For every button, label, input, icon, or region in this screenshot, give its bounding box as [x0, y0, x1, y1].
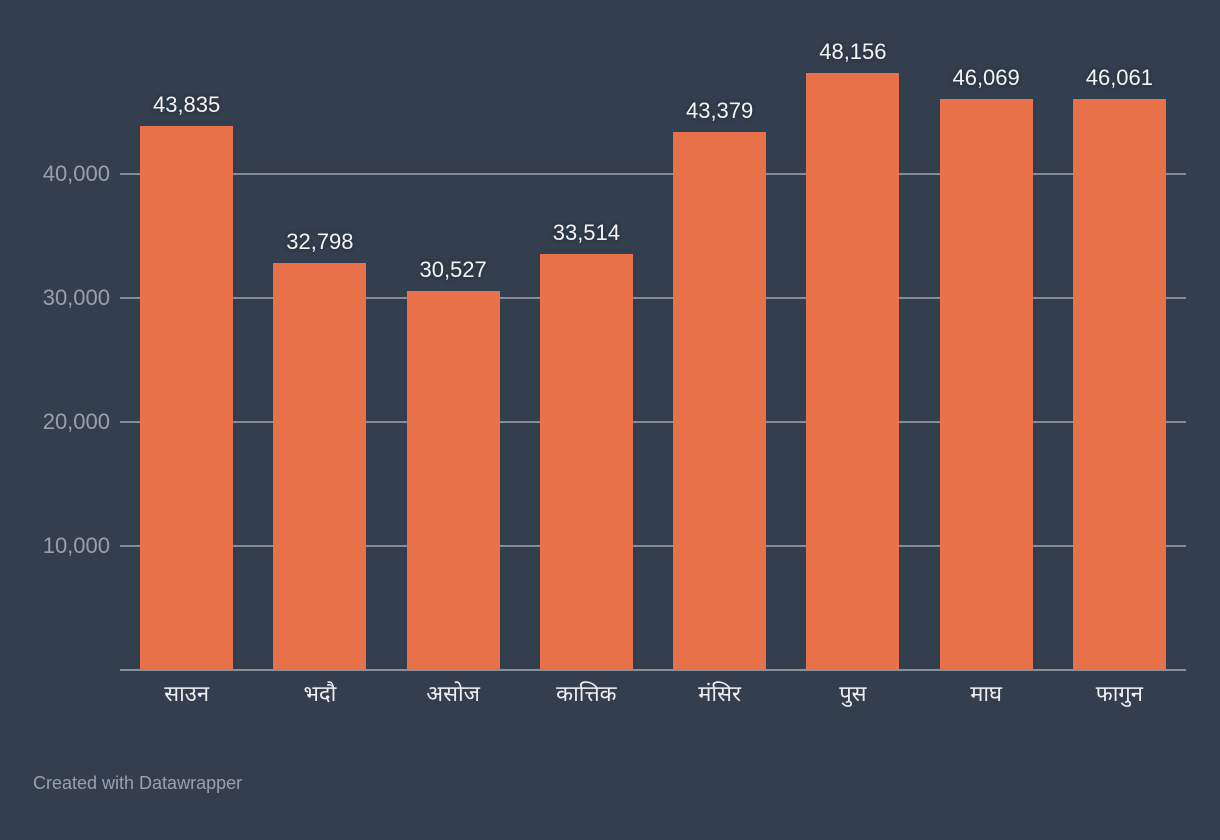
gridline	[120, 421, 1186, 423]
x-axis-label: माघ	[970, 681, 1003, 706]
gridline	[120, 545, 1186, 547]
x-axis-label: साउन	[164, 681, 210, 706]
gridline	[120, 173, 1186, 175]
y-axis-tick-label: 30,000	[42, 285, 110, 310]
bar-value-label: 43,835	[152, 92, 221, 117]
datawrapper-attribution-link[interactable]: Created with Datawrapper	[33, 773, 243, 793]
x-axis-line	[120, 669, 1186, 671]
bar[interactable]	[806, 73, 900, 670]
x-axis-label: मंसिर	[698, 681, 741, 706]
y-axis-tick-label: 40,000	[42, 161, 110, 186]
bar-value-label: 33,514	[552, 220, 621, 245]
bar[interactable]	[406, 291, 500, 670]
gridline	[120, 297, 1186, 299]
x-axis-label: पुस	[839, 681, 867, 706]
bar[interactable]	[140, 126, 234, 670]
x-axis-label: असोज	[426, 681, 480, 706]
y-axis-tick-label: 10,000	[42, 533, 110, 558]
x-axis-label: कात्तिक	[556, 681, 617, 706]
bar-value-label: 46,061	[1085, 65, 1154, 90]
bar-value-label: 43,379	[685, 98, 754, 123]
bar[interactable]	[673, 132, 767, 670]
x-axis-label: भदौ	[303, 681, 337, 706]
bar[interactable]	[939, 99, 1033, 670]
bar[interactable]	[539, 254, 633, 670]
y-axis-tick-label: 20,000	[42, 409, 110, 434]
bar[interactable]	[1072, 99, 1166, 670]
bar-value-label: 32,798	[286, 229, 354, 254]
bar-value-label: 46,069	[952, 65, 1020, 90]
bar-value-label: 30,527	[419, 257, 487, 282]
bar-value-label: 48,156	[819, 39, 887, 64]
x-axis-label: फागुन	[1095, 681, 1144, 706]
bar[interactable]	[273, 263, 367, 670]
